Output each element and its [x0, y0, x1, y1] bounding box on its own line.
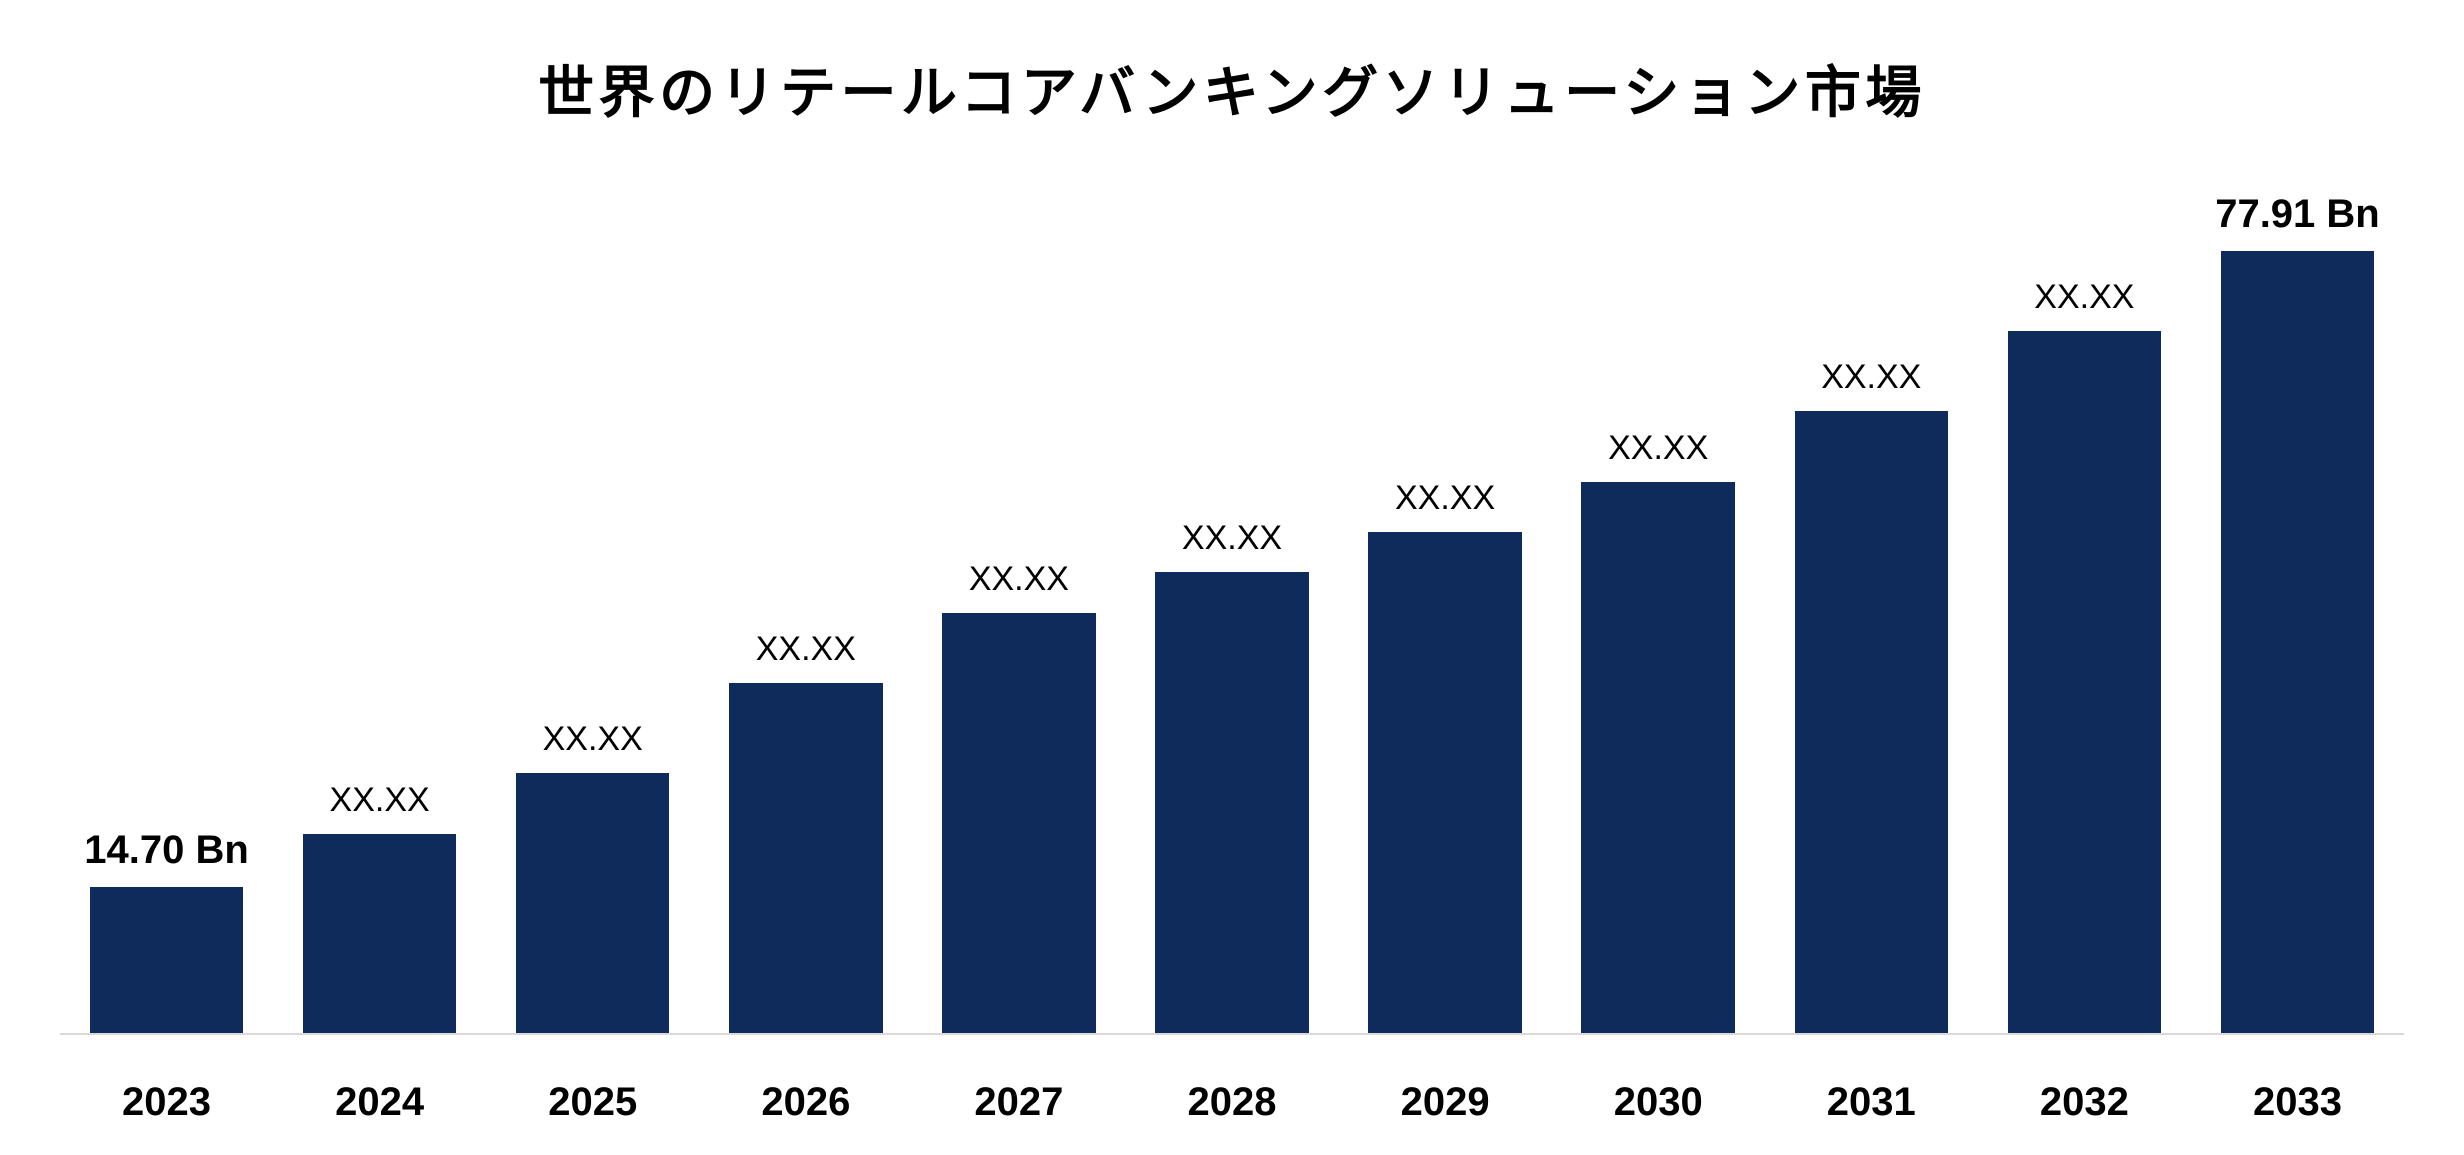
bar: XX.XX: [2008, 331, 2161, 1035]
bar-value-label: XX.XX: [1608, 429, 1708, 468]
x-axis-label: 2028: [1125, 1080, 1338, 1125]
bar-value-label: XX.XX: [969, 560, 1069, 599]
bar: XX.XX: [729, 683, 882, 1035]
bar: XX.XX: [516, 773, 669, 1035]
x-axis-label: 2023: [60, 1080, 273, 1125]
x-axis-line: [60, 1033, 2404, 1035]
bar-slot: XX.XX: [1125, 180, 1338, 1035]
bar: 77.91 Bn: [2221, 251, 2374, 1035]
bar: XX.XX: [1155, 572, 1308, 1035]
bar: XX.XX: [1581, 482, 1734, 1035]
bar-slot: XX.XX: [1552, 180, 1765, 1035]
bar-slot: 14.70 Bn: [60, 180, 273, 1035]
bar-slot: XX.XX: [273, 180, 486, 1035]
bar-slot: XX.XX: [912, 180, 1125, 1035]
bar-value-label: XX.XX: [2034, 278, 2134, 317]
bar-value-label: XX.XX: [756, 630, 856, 669]
x-axis-label: 2032: [1978, 1080, 2191, 1125]
bar-value-label: XX.XX: [543, 720, 643, 759]
x-axis-label: 2029: [1339, 1080, 1552, 1125]
x-axis-label: 2024: [273, 1080, 486, 1125]
bar-value-label: XX.XX: [1182, 519, 1282, 558]
bar: XX.XX: [1795, 411, 1948, 1035]
bar-slot: XX.XX: [1765, 180, 1978, 1035]
x-axis-label: 2033: [2191, 1080, 2404, 1125]
bar-slot: XX.XX: [1339, 180, 1552, 1035]
bar: XX.XX: [1368, 532, 1521, 1035]
bar-slot: XX.XX: [1978, 180, 2191, 1035]
x-axis-label: 2026: [699, 1080, 912, 1125]
chart-title: 世界のリテールコアバンキングソリューション市場: [0, 48, 2464, 129]
bars-group: 14.70 Bn XX.XX XX.XX XX.XX XX.XX XX.XX XX.XX XX…: [60, 180, 2404, 1035]
bar-slot: 77.91 Bn: [2191, 180, 2404, 1035]
bar-value-label: 14.70 Bn: [84, 828, 249, 873]
x-axis-label: 2027: [912, 1080, 1125, 1125]
bar: XX.XX: [942, 613, 1095, 1035]
bar-value-label: XX.XX: [1821, 358, 1921, 397]
x-axis-label: 2025: [486, 1080, 699, 1125]
bar-value-label: 77.91 Bn: [2215, 192, 2380, 237]
bar-value-label: XX.XX: [330, 781, 430, 820]
x-axis-label: 2030: [1552, 1080, 1765, 1125]
bar: 14.70 Bn: [90, 887, 243, 1035]
bar: XX.XX: [303, 834, 456, 1035]
bar-slot: XX.XX: [699, 180, 912, 1035]
x-axis-label: 2031: [1765, 1080, 1978, 1125]
bar-slot: XX.XX: [486, 180, 699, 1035]
x-axis-labels: 2023202420252026202720282029203020312032…: [60, 1080, 2404, 1125]
chart-container: 世界のリテールコアバンキングソリューション市場 14.70 Bn XX.XX XX.…: [0, 0, 2464, 1155]
plot-area: 14.70 Bn XX.XX XX.XX XX.XX XX.XX XX.XX XX.XX XX…: [60, 180, 2404, 1035]
bar-value-label: XX.XX: [1395, 479, 1495, 518]
